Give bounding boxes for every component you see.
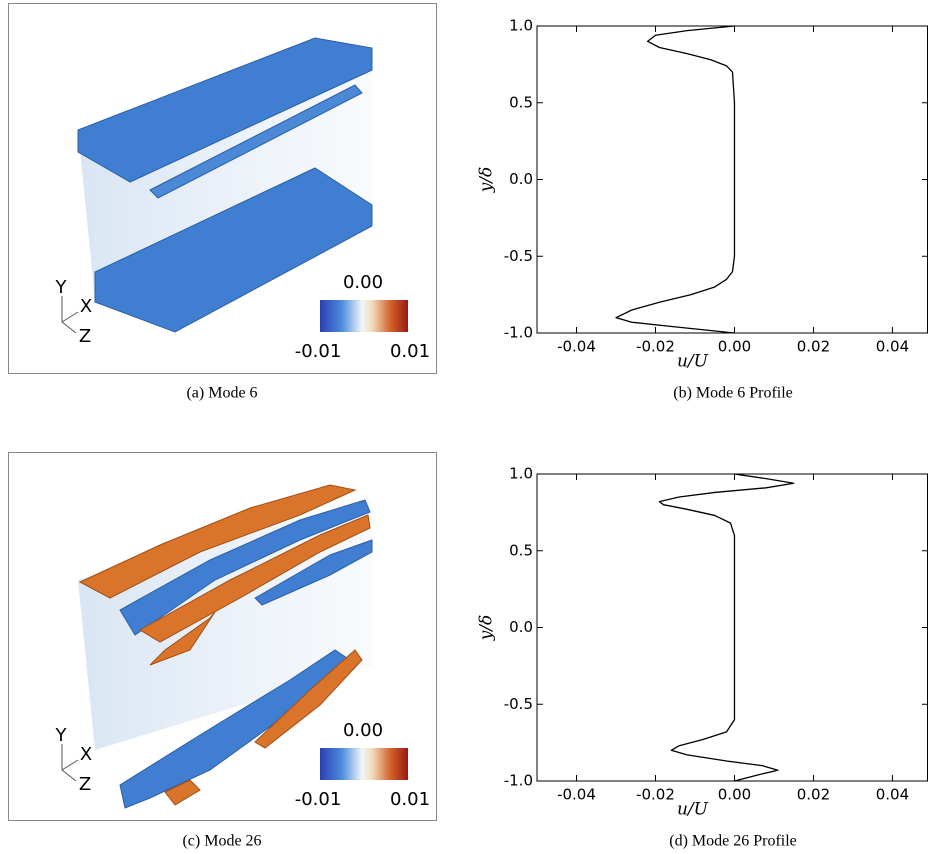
x-tick-label: 0.04 [876, 338, 909, 356]
y-tick-label: -0.5 [504, 695, 533, 713]
x-tick-label: 0.04 [876, 786, 909, 804]
rendering-a: Y X Z 0.00 -0.01 0.01 (a) Mode 6 [9, 4, 437, 402]
x-tick-label: -0.04 [557, 338, 596, 356]
axis-letter: Y [55, 277, 68, 298]
axis-letter: Z [79, 326, 91, 347]
figure: Y X Z 0.00 -0.01 0.01 (a) Mode 6 Y X Z 0… [0, 0, 928, 854]
caption: (b) Mode 6 Profile [673, 385, 793, 402]
colorbar-label: 0.00 [343, 272, 383, 293]
y-axis-label: y/δ [477, 615, 497, 642]
y-tick-label: 0.5 [509, 541, 533, 559]
y-tick-label: 0.0 [509, 170, 533, 188]
x-tick-label: -0.04 [557, 786, 596, 804]
page: { "panels": [ {"caption": "(a) Mode 6", … [0, 0, 928, 854]
y-tick-label: -1.0 [504, 772, 533, 790]
y-tick-label: -0.5 [504, 247, 533, 265]
caption: (d) Mode 26 Profile [669, 833, 797, 850]
y-tick-label: 1.0 [509, 465, 533, 483]
axis-letter: X [80, 296, 92, 317]
colorbar [320, 300, 408, 332]
x-axis-label: u/U [677, 800, 709, 820]
y-axis-label: y/δ [477, 167, 497, 194]
y-tick-label: -1.0 [504, 324, 533, 342]
caption: (a) Mode 6 [186, 385, 257, 402]
colorbar-label: 0.00 [343, 720, 383, 741]
y-tick-label: 1.0 [509, 17, 533, 35]
axis-letter: X [80, 744, 92, 765]
y-tick-label: 0.5 [509, 93, 533, 111]
x-tick-label: 0.00 [718, 786, 751, 804]
colorbar-label: -0.01 [295, 341, 342, 362]
x-tick-label: -0.02 [636, 338, 675, 356]
rendering-c: Y X Z 0.00 -0.01 0.01 (c) Mode 26 [9, 453, 437, 850]
axis-letter: Y [55, 725, 68, 746]
x-tick-label: 0.02 [797, 338, 830, 356]
caption: (c) Mode 26 [182, 833, 261, 850]
profile-line [616, 26, 734, 333]
y-tick-label: 0.0 [509, 618, 533, 636]
plot-frame [537, 474, 928, 781]
colorbar-label: -0.01 [295, 789, 342, 810]
colorbar [320, 748, 408, 780]
colorbar-label: 0.01 [390, 341, 430, 362]
x-axis-label: u/U [677, 352, 709, 372]
colorbar-label: 0.01 [390, 789, 430, 810]
x-tick-label: 0.02 [797, 786, 830, 804]
axis-letter: Z [79, 774, 91, 795]
x-tick-label: 0.00 [718, 338, 751, 356]
profile-line [659, 474, 793, 781]
x-tick-label: -0.02 [636, 786, 675, 804]
